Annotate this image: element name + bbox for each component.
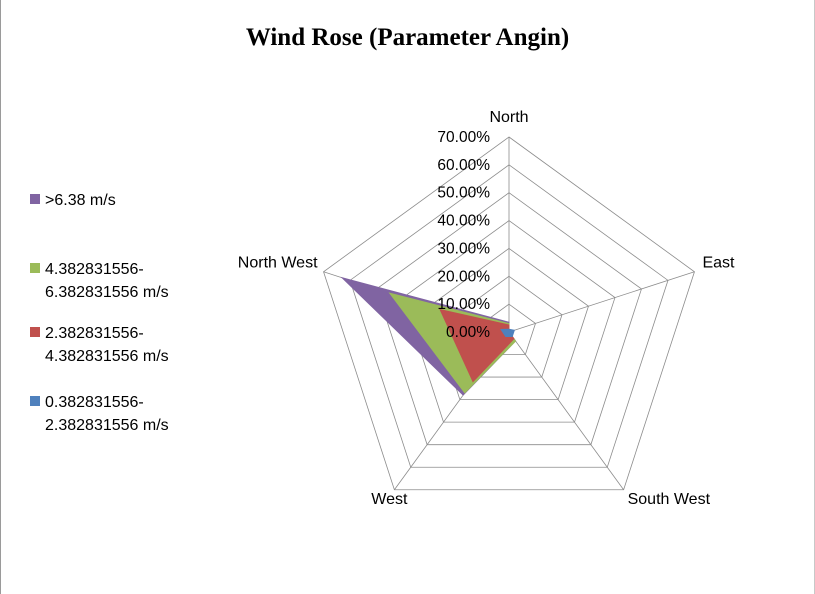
tick-labels: 0.00% 10.00% 20.00% 30.00% 40.00% 50.00% 60.00… (437, 129, 490, 341)
tick-label-6: 60.00% (437, 157, 490, 174)
tick-label-1: 10.00% (437, 296, 490, 313)
grid-ring-2 (455, 275, 563, 378)
axis-label-3: West (371, 491, 408, 508)
grid-ring-6 (349, 164, 669, 468)
legend-label-series-2: 2.382831556- 4.382831556 m/s (45, 325, 169, 365)
frame-left-border (0, 0, 1, 594)
axis-label-0: North (489, 109, 528, 126)
axis-spoke-1 (508, 271, 695, 333)
tick-label-4: 40.00% (437, 213, 490, 230)
legend-swatch-series-1 (30, 396, 40, 406)
grid-ring-4 (402, 220, 616, 423)
tick-label-7: 70.00% (437, 129, 490, 146)
grid-ring-3 (429, 247, 589, 401)
series-area-3 (500, 328, 515, 338)
axis-label-2: South West (628, 491, 711, 508)
legend-label-series-3: 4.382831556- 6.382831556 m/s (45, 261, 169, 301)
tick-label-5: 50.00% (437, 185, 490, 202)
legend-swatch-series-4 (30, 194, 40, 204)
series-layer (340, 276, 517, 396)
tick-label-0: 0.00% (446, 324, 490, 341)
grid-ring-5 (376, 192, 642, 446)
axis-spoke-2 (508, 331, 624, 490)
legend-swatch-series-3 (30, 263, 40, 273)
axis-label-4: North West (238, 255, 318, 272)
grid-ring-7 (323, 136, 695, 491)
legend-swatch-series-2 (30, 327, 40, 337)
tick-label-3: 30.00% (437, 240, 490, 257)
tick-label-2: 20.00% (437, 268, 490, 285)
legend-label-series-4: >6.38 m/s (45, 192, 116, 209)
chart-title: Wind Rose (Parameter Angin) (245, 24, 570, 51)
axis-labels: North East South West West North West (238, 109, 735, 508)
legend-label-series-1: 0.382831556- 2.382831556 m/s (45, 394, 169, 434)
axis-label-1: East (702, 255, 735, 272)
